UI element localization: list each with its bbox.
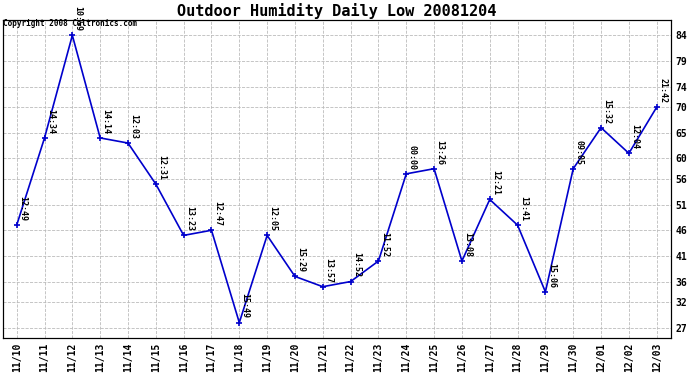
Text: 10:59: 10:59 [74, 6, 83, 31]
Text: 14:14: 14:14 [101, 109, 110, 134]
Text: 13:41: 13:41 [519, 196, 528, 221]
Text: 12:04: 12:04 [630, 124, 639, 149]
Title: Outdoor Humidity Daily Low 20081204: Outdoor Humidity Daily Low 20081204 [177, 3, 496, 19]
Text: 13:08: 13:08 [463, 232, 472, 257]
Text: 15:32: 15:32 [602, 99, 611, 124]
Text: 15:49: 15:49 [241, 294, 250, 318]
Text: 13:26: 13:26 [435, 140, 444, 165]
Text: 21:42: 21:42 [658, 78, 667, 103]
Text: 11:52: 11:52 [380, 232, 389, 257]
Text: 12:05: 12:05 [268, 206, 277, 231]
Text: 12:31: 12:31 [157, 155, 166, 180]
Text: 14:34: 14:34 [46, 109, 55, 134]
Text: 00:00: 00:00 [408, 145, 417, 170]
Text: 09:05: 09:05 [575, 140, 584, 165]
Text: 12:03: 12:03 [130, 114, 139, 139]
Text: 13:23: 13:23 [185, 206, 194, 231]
Text: 12:49: 12:49 [18, 196, 27, 221]
Text: 15:06: 15:06 [546, 263, 555, 288]
Text: 12:21: 12:21 [491, 170, 500, 195]
Text: Copyright 2008 Caltronics.com: Copyright 2008 Caltronics.com [3, 19, 137, 28]
Text: 15:29: 15:29 [296, 248, 306, 272]
Text: 13:57: 13:57 [324, 258, 333, 283]
Text: 12:47: 12:47 [213, 201, 222, 226]
Text: 14:52: 14:52 [352, 252, 361, 278]
